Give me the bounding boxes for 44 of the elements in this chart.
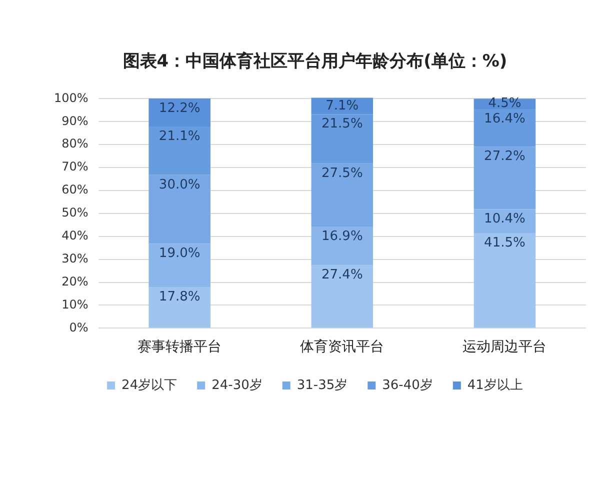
y-tick-label: 0% bbox=[69, 320, 88, 334]
y-tick-label: 100% bbox=[54, 90, 88, 105]
y-tick-label: 50% bbox=[62, 206, 88, 220]
bar bbox=[474, 232, 536, 328]
y-tick-label: 30% bbox=[62, 251, 88, 266]
y-tick-label: 40% bbox=[62, 228, 88, 243]
y-tick-label: 80% bbox=[62, 136, 88, 151]
x-tick-label: 运动周边平台 bbox=[462, 339, 547, 356]
chart-title: 图表4：中国体育社区平台用户年龄分布(单位：%) bbox=[122, 50, 508, 72]
data-label: 27.4% bbox=[321, 268, 363, 283]
legend-label: 31-35岁 bbox=[296, 378, 348, 393]
x-tick-label: 体育资讯平台 bbox=[300, 338, 384, 356]
legend-label: 24-30岁 bbox=[212, 378, 262, 393]
data-label: 17.8% bbox=[158, 290, 200, 305]
y-tick-label: 60% bbox=[62, 182, 88, 197]
bar bbox=[148, 287, 210, 328]
legend-label: 36-40岁 bbox=[382, 378, 433, 393]
data-label: 41.5% bbox=[484, 235, 526, 250]
data-label: 30.0% bbox=[158, 177, 200, 192]
data-label: 16.9% bbox=[321, 228, 363, 244]
data-label: 12.2% bbox=[158, 100, 200, 116]
x-tick-label: 赛事转播平台 bbox=[138, 339, 222, 356]
data-label: 16.4% bbox=[484, 111, 526, 126]
data-label: 21.5% bbox=[321, 116, 363, 132]
bar bbox=[148, 244, 210, 288]
y-tick-label: 70% bbox=[62, 160, 88, 174]
bar bbox=[474, 146, 536, 210]
bar bbox=[311, 265, 374, 328]
data-label: 7.1% bbox=[326, 98, 359, 114]
y-tick-label: 10% bbox=[62, 297, 88, 312]
bar bbox=[474, 209, 536, 233]
data-label: 21.1% bbox=[158, 128, 200, 144]
legend-label: 41岁以上 bbox=[467, 378, 523, 393]
bar bbox=[148, 174, 210, 244]
y-tick-label: 20% bbox=[62, 274, 88, 288]
bar bbox=[311, 226, 374, 266]
legend-label: 24岁以下 bbox=[122, 378, 178, 393]
bar bbox=[311, 163, 374, 227]
data-label: 19.0% bbox=[158, 246, 200, 262]
data-label: 27.2% bbox=[484, 149, 526, 164]
data-label: 10.4% bbox=[484, 211, 526, 226]
data-label: 27.5% bbox=[321, 166, 363, 181]
y-tick-label: 90% bbox=[62, 114, 88, 128]
data-label: 4.5% bbox=[488, 96, 522, 112]
